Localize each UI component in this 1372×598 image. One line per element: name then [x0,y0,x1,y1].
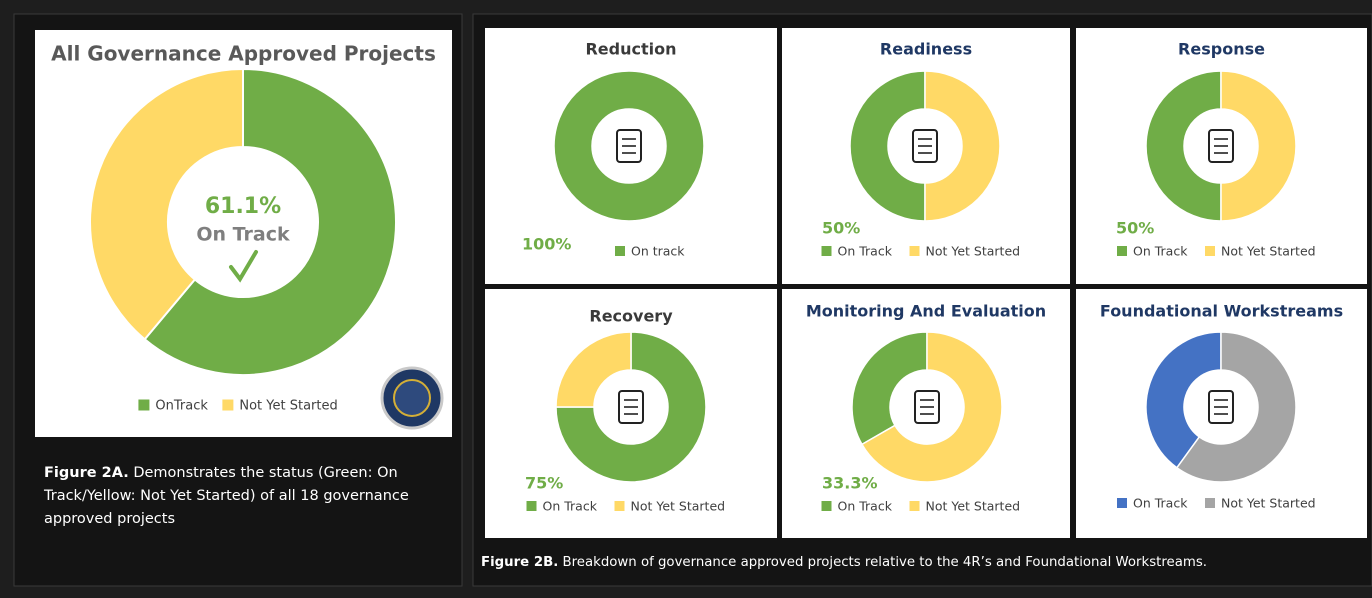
center-icon [1208,129,1234,163]
chart-title: All Governance Approved Projects [51,42,436,66]
center-icon [618,390,644,424]
chart-title: Recovery [589,307,673,326]
donut-segment [860,331,1003,483]
caption-label: Figure 2B. [481,555,559,570]
legend-swatch [821,246,832,256]
legend-swatch [526,501,537,511]
chart-title: Readiness [880,40,972,59]
center-icon [912,129,938,163]
legend-swatch [909,246,920,256]
donut-segment [555,331,632,408]
legend-label: On Track [1133,244,1188,259]
chart-title: Foundational Workstreams [1100,302,1343,321]
center-icon [616,129,642,163]
legend-swatch [821,501,832,511]
value-label: 50% [1116,219,1154,238]
donut-segment [89,67,244,341]
seal-inner [393,379,431,417]
legend-label: Not Yet Started [1221,496,1316,511]
donut-segment [1145,70,1222,222]
legend-label: Not Yet Started [926,499,1021,514]
legend-swatch [222,399,234,411]
center-icon [1208,390,1234,424]
value-label: 75% [525,474,563,493]
legend-label: Not Yet Started [1221,244,1316,259]
value-label: 33.3% [822,474,878,493]
caption-text: Breakdown of governance approved project… [562,555,1207,570]
legend-label: On track [631,244,685,259]
legend-swatch [1117,498,1127,508]
caption-label: Figure 2A. [44,465,129,481]
checkmark [229,250,258,283]
chart-title: Reduction [585,40,676,59]
legend-label: OnTrack [155,399,208,414]
legend-swatch [614,501,625,511]
chart-title: Response [1178,40,1265,59]
donut-segment [851,331,928,446]
center-icon [914,390,940,424]
donut-segment [924,70,1001,222]
legend-swatch [615,246,625,256]
legend-label: On Track [543,499,598,514]
legend-label: Not Yet Started [239,399,337,414]
legend-label: Not Yet Started [926,244,1021,259]
donut-segment [849,70,926,222]
legend-label: On Track [838,244,893,259]
value-label: 61.1% [205,194,281,219]
legend-label: Not Yet Started [631,499,726,514]
caption-2a: Figure 2A. Demonstrates the status (Gree… [44,462,448,531]
legend-swatch [909,501,920,511]
donut-segment [553,70,705,222]
caption-2b: Figure 2B. Breakdown of governance appro… [481,553,1371,573]
legend-swatch [1205,498,1215,508]
legend-swatch [138,399,150,411]
caption-text: Demonstrates the status (Green: On Track… [44,465,409,527]
chart-title: Monitoring And Evaluation [806,302,1046,321]
donut-segment [1145,331,1222,469]
value-label: 50% [822,219,860,238]
center-label: On Track [196,224,290,246]
donut-segment [143,67,397,376]
donut-segment [1220,70,1297,222]
donut-segment [555,331,707,483]
legend-label: On Track [838,499,893,514]
legend-swatch [1205,246,1215,256]
donut-segment [1175,331,1297,483]
legend-label: On Track [1133,496,1188,511]
legend-swatch [1117,246,1127,256]
value-label: 100% [522,235,571,254]
